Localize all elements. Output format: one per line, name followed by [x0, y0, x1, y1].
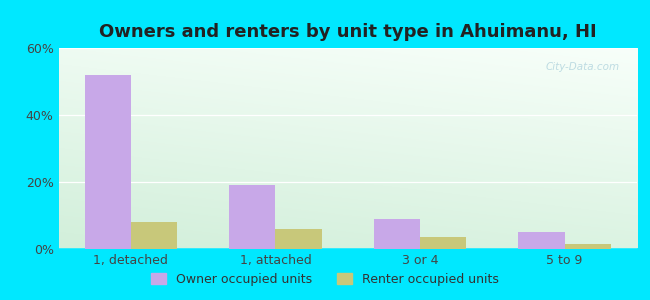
Bar [374, 219, 420, 249]
Bar [229, 185, 276, 249]
Title: Owners and renters by unit type in Ahuimanu, HI: Owners and renters by unit type in Ahuim… [99, 23, 597, 41]
Bar [276, 229, 322, 249]
Bar [131, 222, 177, 249]
Bar [84, 75, 131, 249]
Text: City-Data.com: City-Data.com [545, 62, 619, 72]
Legend: Owner occupied units, Renter occupied units: Owner occupied units, Renter occupied un… [146, 268, 504, 291]
Bar [420, 237, 466, 249]
Bar [565, 244, 611, 249]
Bar [519, 232, 565, 249]
